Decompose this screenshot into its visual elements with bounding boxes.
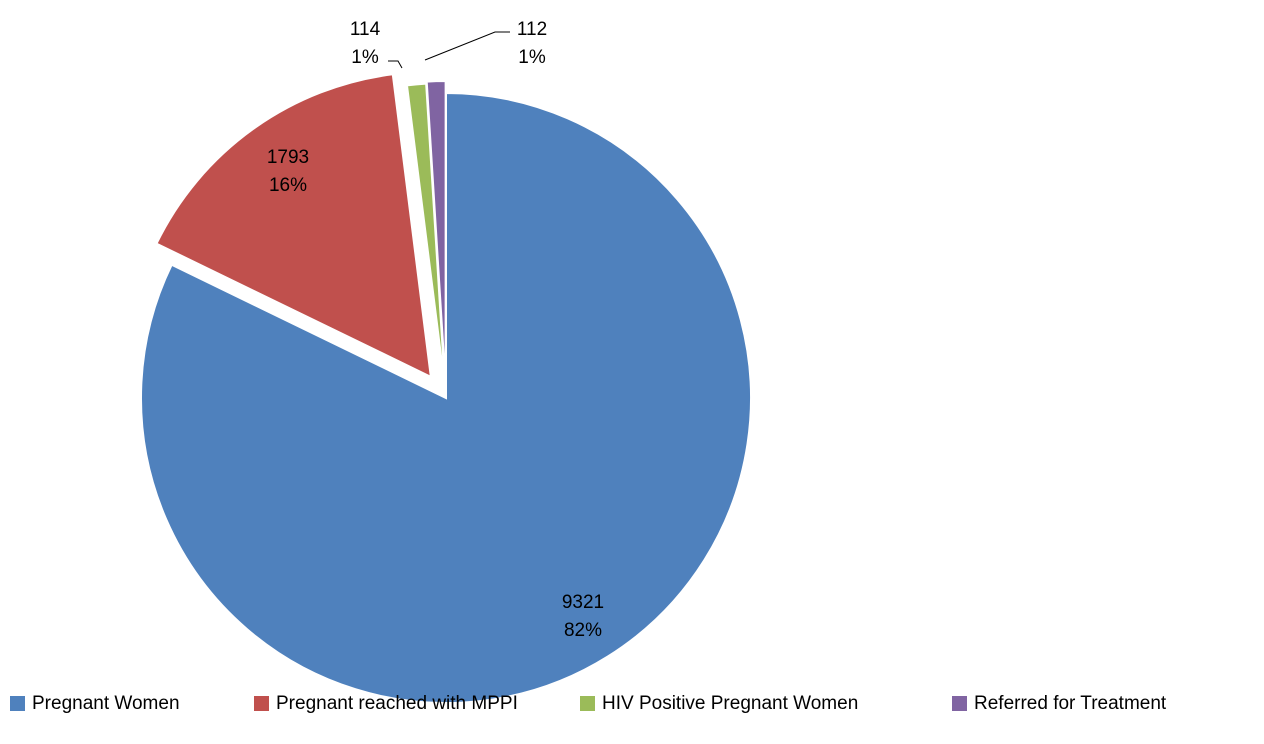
value-label: 114 [350, 19, 381, 40]
legend-swatch [580, 696, 595, 711]
legend-swatch [10, 696, 25, 711]
value-label: 112 [517, 19, 547, 40]
value-label: 9321 [562, 592, 604, 613]
percent-label: 82% [564, 620, 602, 641]
legend-label: Pregnant Women [32, 693, 180, 714]
value-label: 1793 [267, 147, 309, 168]
percent-label: 1% [351, 47, 379, 68]
percent-label: 1% [518, 47, 546, 68]
pie-slice [140, 91, 752, 704]
legend-label: Referred for Treatment [974, 693, 1167, 714]
legend-label: HIV Positive Pregnant Women [602, 693, 858, 714]
legend-swatch [254, 696, 269, 711]
legend-swatch [952, 696, 967, 711]
leader-line [424, 31, 510, 61]
percent-label: 16% [269, 175, 307, 196]
legend-label: Pregnant reached with MPPI [276, 693, 518, 714]
pie-slice [155, 73, 433, 379]
leader-line [388, 60, 403, 69]
pie-slice [425, 80, 447, 387]
